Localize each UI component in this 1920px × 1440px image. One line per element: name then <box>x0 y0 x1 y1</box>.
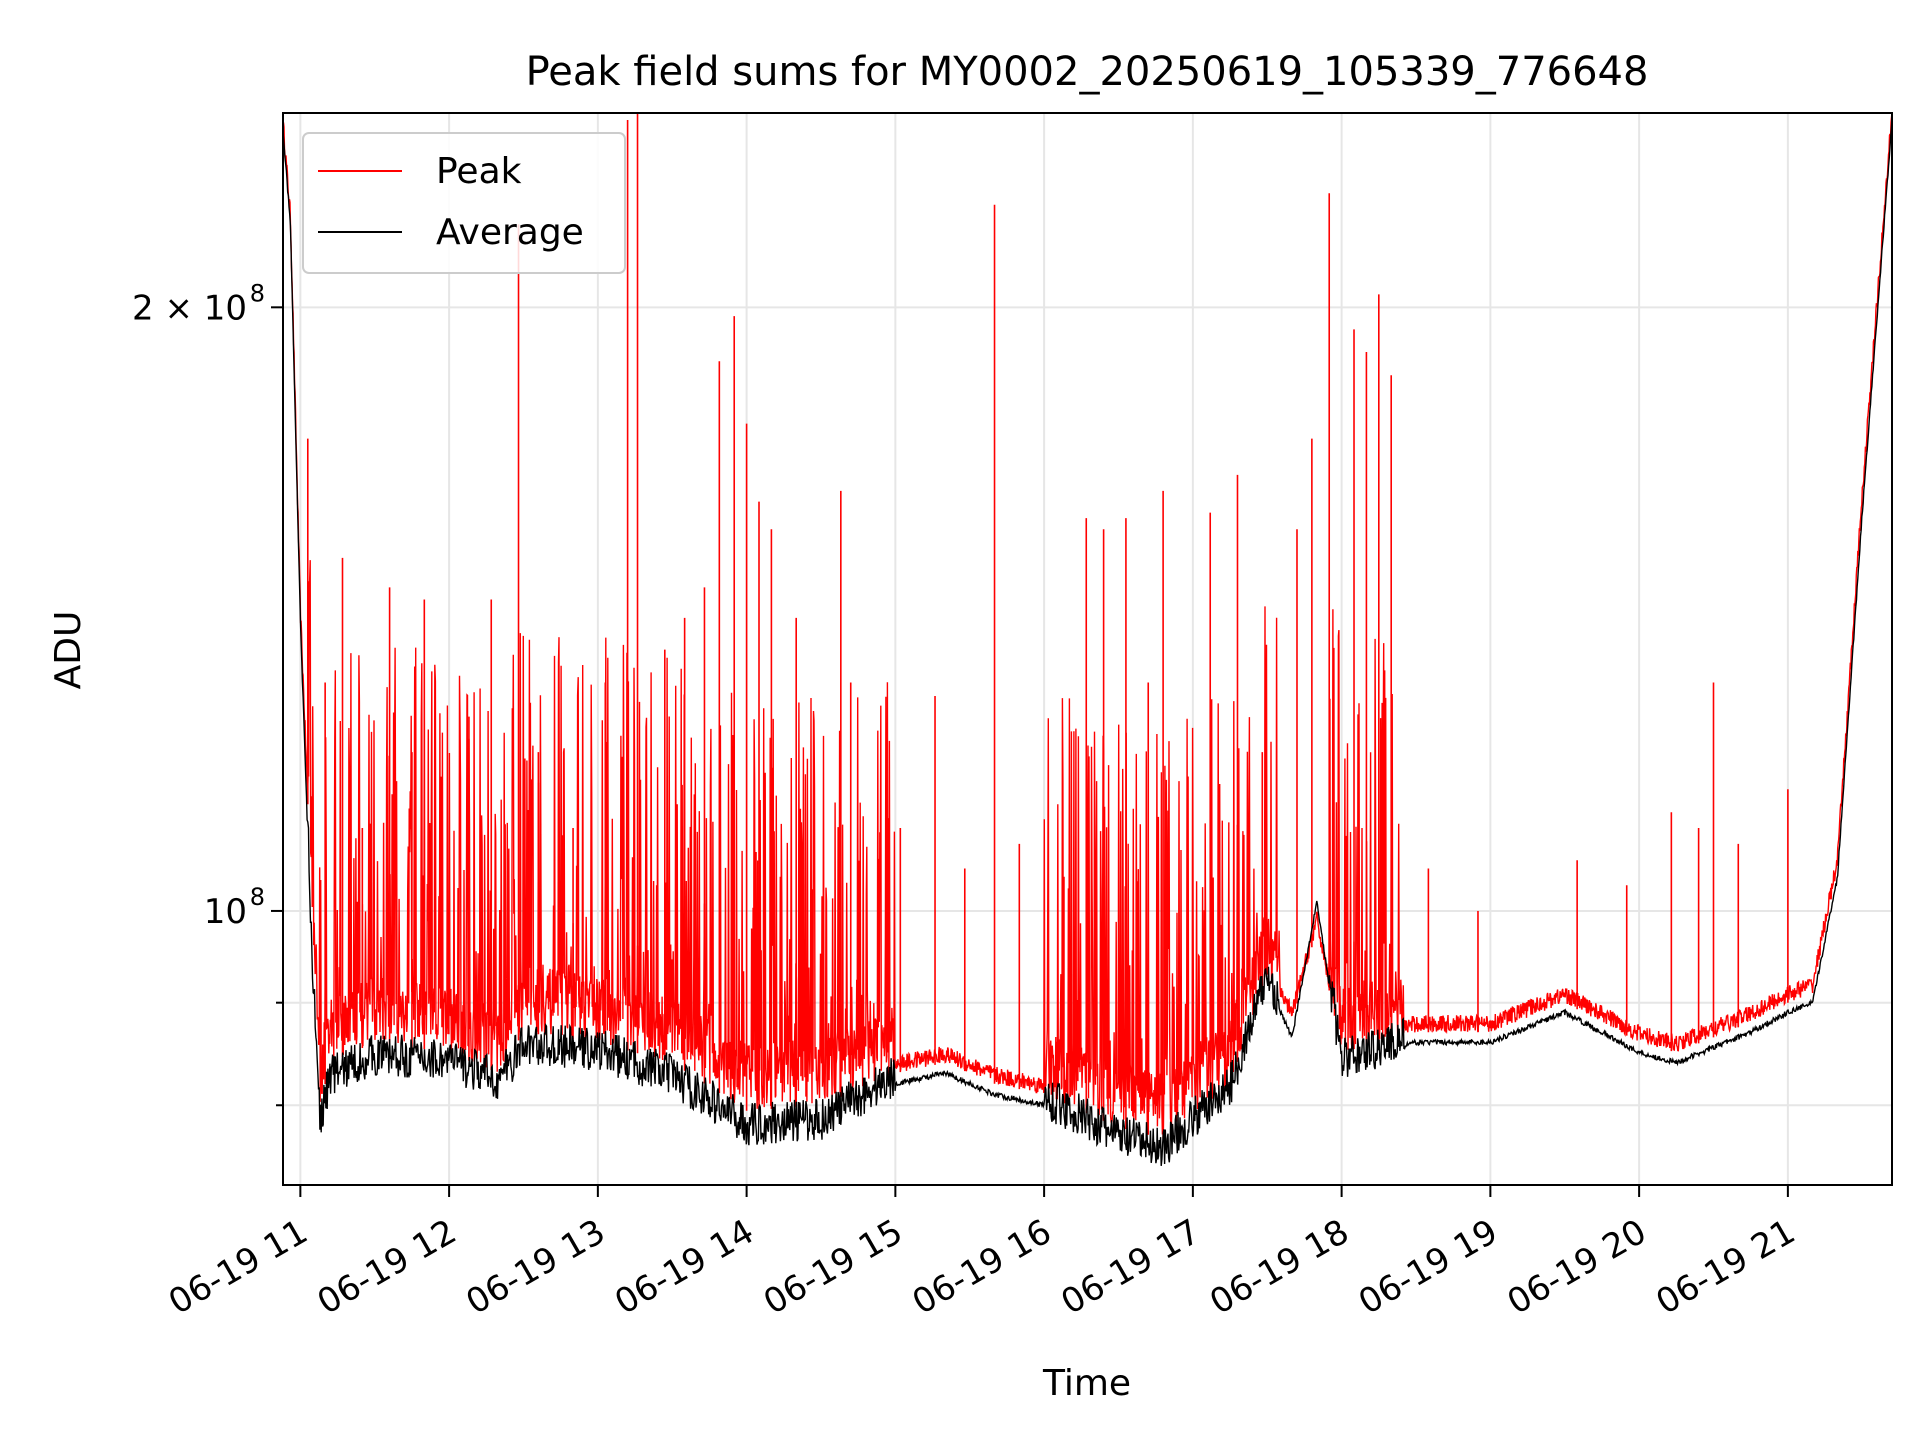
legend: Peak Average <box>302 132 626 274</box>
legend-average-label: Average <box>436 212 584 253</box>
y-axis-label: ADU <box>48 611 89 690</box>
y-tick-exponent: 8 <box>250 883 265 911</box>
series-peak-line <box>283 113 1892 1135</box>
y-axis: 2 × 10 810 8 <box>132 279 283 1107</box>
chart-title: Peak field sums for MY0002_20250619_1053… <box>526 49 1649 95</box>
series-layer <box>283 113 1892 1166</box>
series-average-line <box>283 118 1892 1166</box>
legend-peak-label: Peak <box>436 151 522 192</box>
plot-frame <box>282 112 1893 1186</box>
y-tick-exponent: 8 <box>250 279 265 307</box>
legend-box <box>302 132 626 274</box>
x-axis-label: Time <box>1042 1363 1131 1404</box>
y-tick-label: 2 × 10 <box>132 288 247 328</box>
y-tick-label: 10 <box>204 892 247 932</box>
